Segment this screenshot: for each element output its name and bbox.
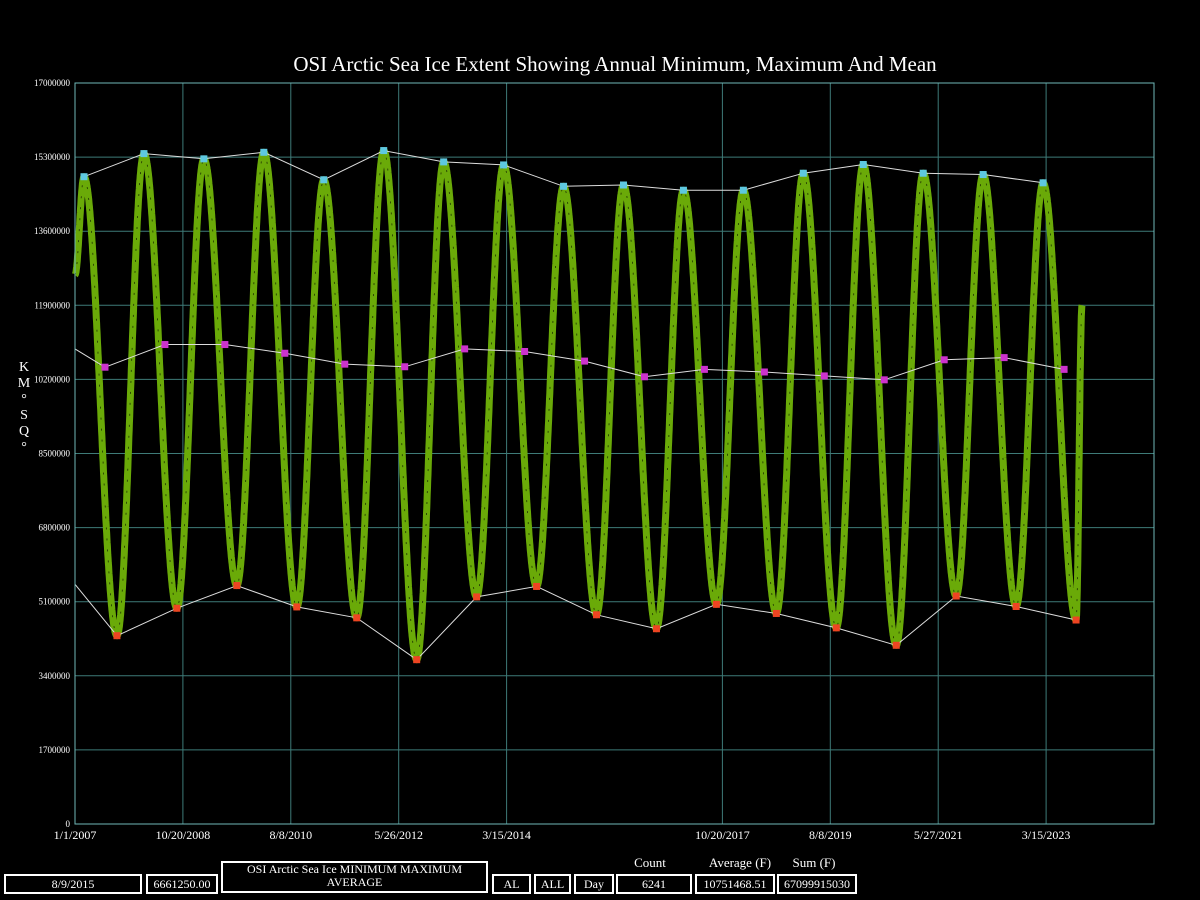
average-field: 10751468.51 (695, 874, 775, 894)
y-tick-label: 10200000 (34, 374, 71, 384)
mean-point (221, 341, 229, 349)
max-point (619, 181, 627, 189)
date-field[interactable]: 8/9/2015 (4, 874, 142, 894)
max-point (380, 147, 388, 155)
daily-series (71, 147, 1086, 664)
min-point (1012, 602, 1020, 610)
plot-frame (74, 82, 1155, 825)
y-tick-label: 11900000 (34, 300, 70, 310)
max-point (140, 150, 148, 158)
min-point (413, 656, 421, 664)
y-tick-label: 6800000 (39, 523, 71, 533)
y-tick-label: 8500000 (39, 449, 71, 459)
mean-point (521, 348, 529, 356)
mean-point (760, 368, 768, 376)
max-point (560, 182, 568, 190)
min-point (173, 604, 181, 612)
max-point (859, 161, 867, 169)
chart-title: OSI Arctic Sea Ice Extent Showing Annual… (293, 52, 937, 76)
max-point (799, 169, 807, 177)
max-point (440, 158, 448, 166)
mean-point (161, 341, 169, 349)
y-axis: 0 1700000 3400000 5100000 6800000 8500000 1020… (34, 78, 71, 829)
y-tick-label: 15300000 (34, 152, 71, 162)
x-tick-label: 8/8/2010 (269, 828, 312, 842)
mean-point (1060, 365, 1068, 373)
min-point (892, 641, 900, 649)
mean-point (940, 356, 948, 364)
max-point (979, 171, 987, 179)
value-field[interactable]: 6661250.00 (146, 874, 218, 894)
x-tick-label: 10/20/2008 (156, 828, 211, 842)
min-point (593, 611, 601, 619)
range-button[interactable]: ALL (534, 874, 571, 894)
max-point (919, 169, 927, 177)
sum-field: 67099915030 (777, 874, 857, 894)
period-button[interactable]: Day (574, 874, 614, 894)
min-point (293, 603, 301, 611)
count-header: Count (634, 855, 666, 870)
sum-header: Sum (F) (792, 855, 836, 870)
mean-point (880, 376, 888, 384)
min-point (473, 593, 481, 601)
mean-point (281, 349, 289, 357)
min-point (113, 632, 121, 640)
mean-point (820, 372, 828, 380)
min-point (772, 609, 780, 617)
mean-envelope-line (74, 344, 1065, 381)
daily-extent-texture (74, 150, 1083, 661)
x-tick-label: 10/20/2017 (695, 828, 750, 842)
mean-point (581, 357, 589, 365)
x-tick-label: 8/8/2019 (809, 828, 852, 842)
x-tick-label: 3/15/2014 (482, 828, 531, 842)
x-tick-label: 5/26/2012 (374, 828, 423, 842)
min-envelope-line (74, 583, 1077, 661)
description-field[interactable]: OSI Arctic Sea Ice MINIMUM MAXIMUM AVERA… (221, 861, 488, 893)
min-point (952, 592, 960, 600)
markers (80, 147, 1080, 664)
daily-extent-line (71, 147, 1086, 664)
min-point (533, 582, 541, 590)
mean-point (401, 363, 409, 371)
min-point (353, 614, 361, 622)
x-tick-label: 3/15/2023 (1022, 828, 1071, 842)
grid (75, 83, 1154, 824)
y-tick-label: 1700000 (39, 745, 71, 755)
mean-point (461, 345, 469, 353)
y-tick-label: 5100000 (39, 597, 71, 607)
x-axis: 1/1/2007 10/20/2008 8/8/2010 5/26/2012 3/15/… (54, 828, 1071, 842)
max-point (739, 186, 747, 194)
min-point (712, 600, 720, 608)
mean-point (341, 360, 349, 368)
mean-point (101, 363, 109, 371)
max-point (200, 155, 208, 163)
y-tick-label: 3400000 (39, 671, 71, 681)
mean-point (700, 365, 708, 373)
min-point (832, 624, 840, 632)
min-point (1072, 616, 1080, 624)
y-tick-label: 17000000 (34, 78, 71, 88)
y-tick-label: 13600000 (34, 226, 71, 236)
mean-point (640, 373, 648, 381)
max-point (500, 161, 508, 169)
y-tick-label: 0 (66, 819, 71, 829)
min-point (233, 582, 241, 590)
x-tick-label: 1/1/2007 (54, 828, 97, 842)
min-point (652, 625, 660, 633)
x-tick-label: 5/27/2021 (914, 828, 963, 842)
region-button[interactable]: AL (492, 874, 531, 894)
max-point (320, 176, 328, 184)
average-header: Average (F) (708, 855, 772, 870)
mean-point (1000, 354, 1008, 362)
max-point (80, 173, 88, 181)
count-field: 6241 (616, 874, 692, 894)
max-point (1039, 179, 1047, 187)
max-point (260, 148, 268, 156)
y-axis-label: K M ° S Q ° (17, 360, 31, 455)
max-point (679, 186, 687, 194)
